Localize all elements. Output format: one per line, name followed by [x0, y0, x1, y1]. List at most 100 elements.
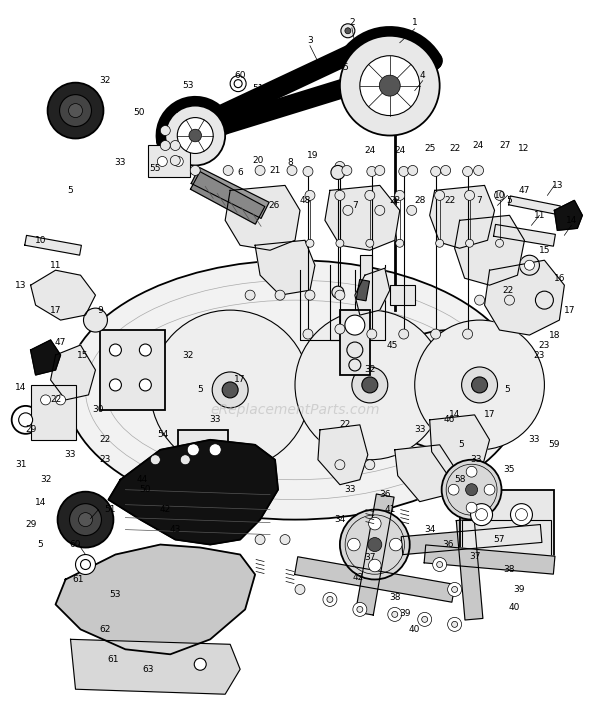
Text: 2: 2 [172, 106, 178, 115]
Text: 47: 47 [519, 186, 530, 195]
Circle shape [58, 492, 113, 548]
Text: 48: 48 [299, 196, 311, 205]
Circle shape [222, 382, 238, 398]
Polygon shape [455, 216, 525, 285]
Text: 34: 34 [334, 515, 346, 524]
Text: 60: 60 [234, 71, 246, 80]
Polygon shape [25, 236, 81, 255]
Text: 5: 5 [38, 540, 44, 549]
Circle shape [466, 483, 477, 496]
Circle shape [415, 320, 545, 450]
Circle shape [109, 344, 122, 356]
Circle shape [367, 166, 377, 176]
Circle shape [466, 502, 477, 513]
Circle shape [448, 583, 461, 596]
Polygon shape [424, 545, 555, 574]
Polygon shape [51, 345, 96, 400]
Text: 59: 59 [549, 441, 560, 449]
Circle shape [160, 141, 171, 151]
Circle shape [332, 286, 344, 298]
Circle shape [335, 161, 345, 171]
Text: 14: 14 [566, 216, 577, 225]
Text: 28: 28 [414, 196, 425, 205]
Circle shape [139, 344, 152, 356]
Polygon shape [318, 425, 368, 485]
Polygon shape [294, 557, 455, 602]
Text: 15: 15 [77, 351, 88, 360]
Text: 5: 5 [197, 386, 203, 394]
Text: 42: 42 [352, 573, 363, 582]
Circle shape [209, 444, 221, 456]
Text: 11: 11 [50, 261, 61, 270]
Circle shape [451, 621, 458, 628]
Circle shape [369, 559, 381, 572]
Text: 32: 32 [182, 351, 194, 360]
Text: 29: 29 [25, 426, 37, 434]
Text: 50: 50 [140, 486, 151, 494]
Circle shape [360, 56, 419, 116]
Bar [360, 255, 372, 305]
Polygon shape [509, 196, 560, 215]
Text: 55: 55 [150, 164, 161, 173]
Circle shape [194, 658, 206, 670]
Circle shape [109, 379, 122, 391]
Circle shape [435, 239, 444, 247]
Text: 60: 60 [70, 540, 81, 549]
Ellipse shape [65, 260, 525, 520]
Circle shape [177, 118, 213, 154]
Circle shape [379, 75, 400, 96]
Circle shape [392, 611, 398, 618]
Text: 33: 33 [344, 486, 356, 494]
Circle shape [451, 586, 458, 593]
Circle shape [303, 329, 313, 339]
Circle shape [369, 518, 381, 530]
Text: 1: 1 [412, 19, 418, 27]
Circle shape [181, 455, 190, 465]
Circle shape [340, 36, 440, 136]
Text: 57: 57 [494, 535, 505, 544]
Circle shape [335, 191, 345, 201]
Circle shape [245, 290, 255, 300]
Text: 63: 63 [143, 665, 154, 674]
Circle shape [357, 606, 363, 613]
Bar [461, 520, 552, 565]
Text: 26: 26 [268, 201, 280, 210]
Text: 39: 39 [399, 609, 411, 618]
Circle shape [348, 538, 360, 550]
Circle shape [448, 484, 459, 495]
Text: 62: 62 [100, 625, 111, 634]
Text: 46: 46 [444, 416, 455, 424]
Text: 17: 17 [50, 306, 61, 315]
Text: 5: 5 [504, 386, 510, 394]
Bar [340, 310, 370, 375]
Text: 39: 39 [514, 585, 525, 594]
Circle shape [519, 255, 539, 275]
Text: 38: 38 [504, 565, 515, 574]
Circle shape [345, 28, 351, 34]
Circle shape [68, 104, 83, 118]
Circle shape [306, 239, 314, 247]
Circle shape [375, 166, 385, 176]
Circle shape [496, 239, 503, 247]
Circle shape [150, 455, 160, 465]
Text: 45: 45 [386, 341, 398, 350]
Text: 17: 17 [563, 306, 575, 315]
Circle shape [442, 460, 502, 520]
Polygon shape [255, 241, 315, 295]
Text: 50: 50 [133, 108, 145, 117]
Text: 15: 15 [539, 246, 550, 255]
Circle shape [525, 260, 535, 270]
Circle shape [212, 372, 248, 408]
Bar [31, 385, 76, 440]
Circle shape [55, 395, 65, 405]
Circle shape [476, 508, 487, 521]
Circle shape [255, 535, 265, 545]
Ellipse shape [375, 330, 525, 450]
Circle shape [484, 484, 495, 495]
Circle shape [435, 191, 445, 201]
Polygon shape [494, 224, 555, 246]
Circle shape [335, 460, 345, 470]
Polygon shape [356, 494, 394, 615]
Text: 33: 33 [414, 426, 425, 434]
Text: 5: 5 [68, 186, 73, 195]
